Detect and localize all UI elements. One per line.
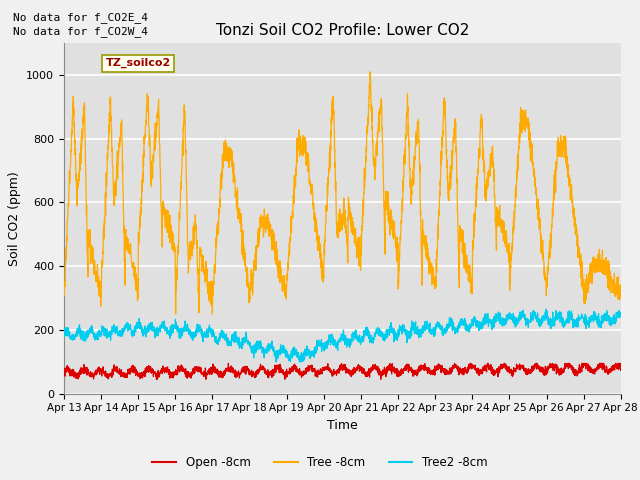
Text: No data for f_CO2E_4: No data for f_CO2E_4 [13, 12, 148, 23]
Text: No data for f_CO2W_4: No data for f_CO2W_4 [13, 26, 148, 37]
X-axis label: Time: Time [327, 419, 358, 432]
Title: Tonzi Soil CO2 Profile: Lower CO2: Tonzi Soil CO2 Profile: Lower CO2 [216, 23, 469, 38]
Legend: Open -8cm, Tree -8cm, Tree2 -8cm: Open -8cm, Tree -8cm, Tree2 -8cm [148, 452, 492, 474]
Y-axis label: Soil CO2 (ppm): Soil CO2 (ppm) [8, 171, 20, 266]
Text: TZ_soilco2: TZ_soilco2 [106, 58, 171, 68]
